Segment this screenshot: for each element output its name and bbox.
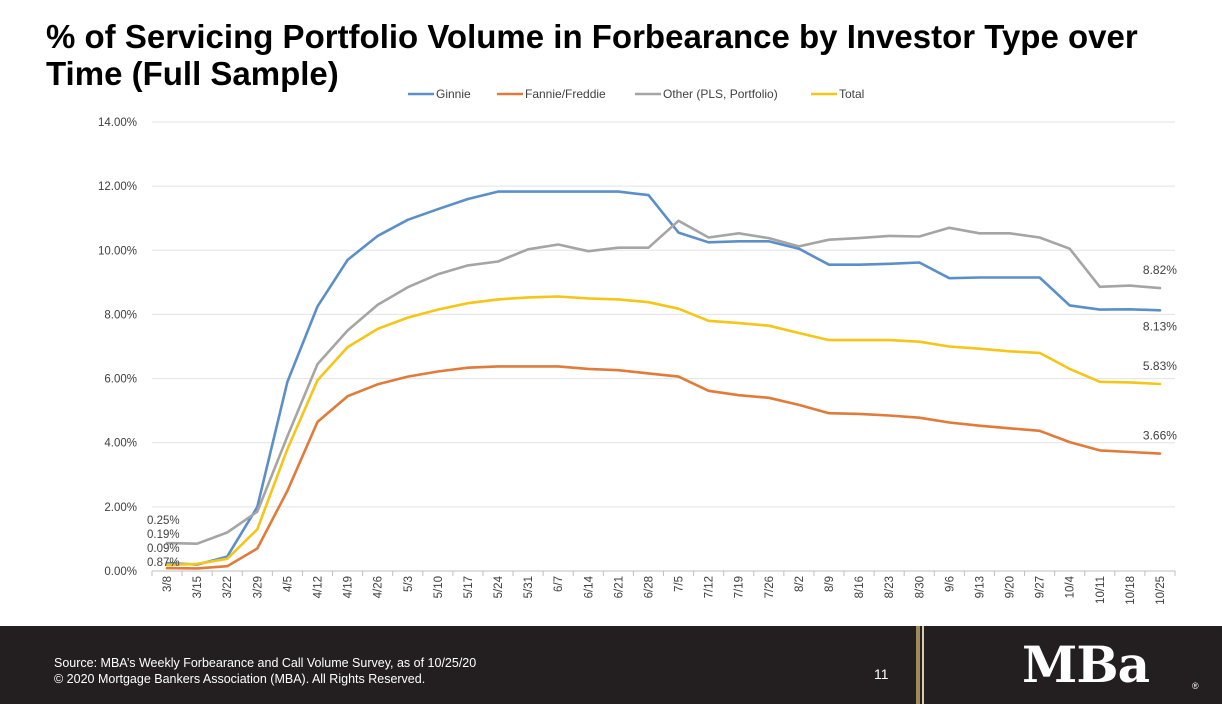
x-tick-label: 10/11 xyxy=(1095,576,1107,604)
legend-label-other-pls-portfolio: Other (PLS, Portfolio) xyxy=(663,87,778,101)
start-value-label: 0.25% xyxy=(147,515,180,527)
slide-title: % of Servicing Portfolio Volume in Forbe… xyxy=(46,18,1138,92)
x-tick-label: 5/17 xyxy=(463,576,475,598)
x-tick-label: 7/19 xyxy=(734,576,746,598)
x-tick-label: 4/5 xyxy=(282,576,294,592)
x-tick-label: 3/29 xyxy=(252,576,264,598)
y-axis-tick-labels: 0.00% 2.00% 4.00% 6.00% 8.00% 10.00% 12.00% 14.… xyxy=(98,117,137,578)
y-tick-label: 10.00% xyxy=(98,245,137,257)
y-tick-label: 4.00% xyxy=(104,438,137,450)
legend: Ginnie Fannie/Freddie Other (PLS, Portfoli… xyxy=(408,87,864,101)
x-tick-label: 3/15 xyxy=(192,576,204,598)
y-tick-label: 14.00% xyxy=(98,117,137,129)
legend-label-ginnie: Ginnie xyxy=(436,87,471,101)
data-labels: 0.25% 0.19% 0.09% 0.87% 8.13% 3.66% 8.82% 5.83% xyxy=(147,263,1177,569)
x-tick-label: 8/30 xyxy=(914,576,926,598)
x-tick-label: 3/22 xyxy=(222,576,234,598)
y-tick-label: 2.00% xyxy=(104,502,137,514)
x-tick-label: 9/20 xyxy=(1005,576,1017,598)
series-line-ginnie xyxy=(165,190,1162,566)
start-value-label: 0.09% xyxy=(147,543,180,555)
footer-divider-gold xyxy=(916,626,920,704)
series-line-total xyxy=(165,295,1162,567)
x-tick-label: 9/13 xyxy=(974,576,986,598)
x-tick-label: 6/21 xyxy=(613,576,625,598)
x-tick-label: 6/7 xyxy=(553,576,565,592)
footer-bar: Source: MBA’s Weekly Forbearance and Cal… xyxy=(0,626,1222,704)
x-tick-label: 8/9 xyxy=(824,576,836,592)
x-tick-label: 8/23 xyxy=(884,576,896,598)
x-tick-label: 4/26 xyxy=(373,576,385,598)
end-value-label-fannie-freddie: 3.66% xyxy=(1143,429,1177,443)
registered-mark: ® xyxy=(1192,681,1199,691)
x-axis xyxy=(151,570,1176,576)
x-tick-label: 10/18 xyxy=(1125,576,1137,605)
x-tick-label: 7/5 xyxy=(674,576,686,592)
end-value-label-other-pls-portfolio: 8.82% xyxy=(1143,263,1177,277)
series-lines xyxy=(165,190,1162,570)
y-tick-label: 0.00% xyxy=(104,566,137,578)
page-number: 11 xyxy=(874,666,889,682)
x-tick-label: 6/14 xyxy=(583,575,595,598)
x-tick-label: 6/28 xyxy=(643,576,655,598)
series-line-other-pls-portfolio xyxy=(165,219,1162,546)
legend-label-fannie-freddie: Fannie/Freddie xyxy=(525,87,606,101)
x-tick-label: 5/3 xyxy=(403,576,415,592)
gridlines xyxy=(152,121,1175,572)
mba-logo: MBa xyxy=(1022,635,1150,694)
x-tick-label: 7/12 xyxy=(704,576,716,598)
x-axis-tick-labels: 3/8 3/15 3/22 3/29 4/5 4/12 4/19 4/26 5/3 5/10 5/1… xyxy=(162,575,1167,604)
x-tick-label: 5/31 xyxy=(523,576,535,598)
series-line-fannie-freddie xyxy=(165,365,1162,570)
x-tick-label: 4/19 xyxy=(343,576,355,598)
x-tick-label: 9/6 xyxy=(944,576,956,592)
forbearance-line-chart: 0.00% 2.00% 4.00% 6.00% 8.00% 10.00% 12.00% 14.… xyxy=(98,87,1177,605)
y-tick-label: 6.00% xyxy=(104,374,137,386)
start-value-label: 0.87% xyxy=(147,557,180,569)
start-value-label: 0.19% xyxy=(147,529,180,541)
copyright-note: © 2020 Mortgage Bankers Association (MBA… xyxy=(54,672,426,686)
x-tick-label: 5/10 xyxy=(433,576,445,598)
x-tick-label: 10/4 xyxy=(1065,575,1077,598)
end-value-label-ginnie: 8.13% xyxy=(1143,319,1177,333)
y-tick-label: 12.00% xyxy=(98,181,137,193)
x-tick-label: 3/8 xyxy=(162,576,174,592)
x-tick-label: 4/12 xyxy=(312,576,324,598)
y-tick-label: 8.00% xyxy=(104,309,137,321)
legend-label-total: Total xyxy=(839,87,864,101)
x-tick-label: 10/25 xyxy=(1155,576,1167,605)
x-tick-label: 5/24 xyxy=(493,575,505,598)
x-tick-label: 8/2 xyxy=(794,576,806,592)
end-value-label-total: 5.83% xyxy=(1143,359,1177,373)
source-note: Source: MBA’s Weekly Forbearance and Cal… xyxy=(54,656,477,670)
x-tick-label: 9/27 xyxy=(1035,576,1047,598)
footer-divider-light xyxy=(922,626,924,704)
x-tick-label: 8/16 xyxy=(854,576,866,598)
x-tick-label: 7/26 xyxy=(764,576,776,598)
